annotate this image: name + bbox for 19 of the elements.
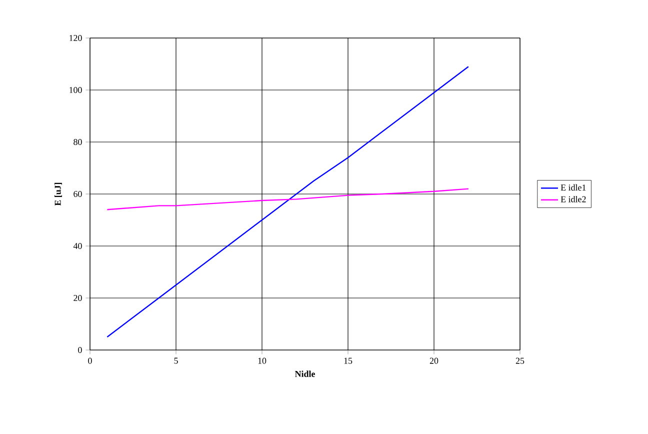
y-tick-label: 100 (70, 86, 82, 94)
y-tick-label: 120 (70, 34, 82, 42)
y-axis-title: E [uJ] (54, 182, 62, 206)
x-tick-label: 0 (88, 358, 92, 364)
x-tick-label: 25 (516, 358, 524, 364)
line-series (106, 188, 469, 210)
line-series (106, 66, 469, 338)
y-tick-label: 0 (78, 346, 82, 354)
y-tick-label: 60 (74, 190, 82, 198)
x-tick-label: 15 (344, 358, 352, 364)
y-tick-label: 80 (74, 138, 82, 146)
legend-label: E idle1 (560, 184, 586, 191)
legend-label: E idle2 (560, 196, 586, 202)
y-tick-label: 20 (74, 294, 82, 302)
y-tick-label: 40 (73, 242, 82, 250)
x-tick-label: 10 (258, 358, 266, 364)
x-tick-label: 20 (430, 358, 438, 364)
x-tick-label: 5 (174, 358, 178, 364)
x-axis-title: Nidle (294, 370, 315, 377)
